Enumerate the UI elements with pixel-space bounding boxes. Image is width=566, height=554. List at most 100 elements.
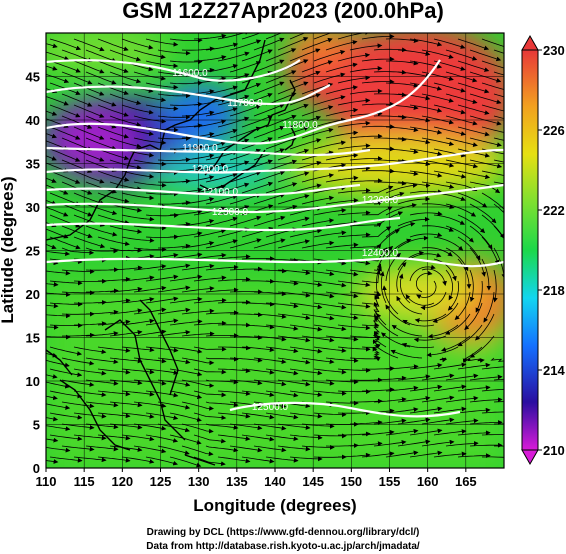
streamline <box>402 319 435 327</box>
streamline <box>181 423 214 434</box>
streamline <box>46 177 57 183</box>
height-contours <box>46 59 504 418</box>
streamline <box>85 71 117 85</box>
streamline <box>97 82 129 96</box>
streamline <box>337 232 371 238</box>
streamline <box>337 280 371 288</box>
streamline <box>313 208 347 216</box>
x-tick-label: 150 <box>340 474 362 489</box>
streamline <box>481 411 504 414</box>
streamline <box>193 228 227 238</box>
streamline <box>46 199 57 206</box>
streamline <box>265 182 298 194</box>
streamline <box>349 88 383 95</box>
streamline <box>386 60 419 66</box>
streamline <box>374 159 407 164</box>
streamline <box>217 368 251 374</box>
streamline <box>145 318 179 326</box>
streamline <box>253 125 285 139</box>
streamline <box>373 418 407 425</box>
streamline <box>493 137 504 141</box>
streamline <box>229 238 262 249</box>
credit-drawing: Drawing by DCL (https://www.gfd-dennou.o… <box>146 527 420 538</box>
streamline <box>73 104 105 118</box>
streamline <box>373 314 399 337</box>
contour-line <box>46 59 301 82</box>
streamline <box>445 269 454 301</box>
streamline <box>169 434 202 445</box>
streamline <box>46 250 70 257</box>
streamline <box>289 346 323 354</box>
contour-line <box>46 183 361 197</box>
streamline <box>97 148 130 161</box>
streamline <box>409 450 443 458</box>
streamline <box>349 356 381 362</box>
streamline <box>193 162 226 172</box>
streamline <box>109 159 142 170</box>
colorbar-tick-label: 222 <box>543 203 565 218</box>
streamline <box>241 434 275 442</box>
streamline <box>457 104 490 115</box>
streamline <box>409 82 443 91</box>
streamline <box>325 313 359 321</box>
colorbar: 230 226 222 218 214 210 <box>521 34 565 466</box>
streamline <box>241 256 275 262</box>
streamline <box>481 38 504 47</box>
streamline <box>46 133 57 139</box>
streamline <box>85 445 119 452</box>
streamline <box>217 434 251 441</box>
streamline <box>379 271 387 304</box>
streamline <box>397 137 431 145</box>
y-tick-label: 10 <box>26 374 40 389</box>
contour-label: 12100.0 <box>202 187 239 198</box>
streamline <box>46 292 71 297</box>
colorbar-tick-label: 230 <box>543 43 565 58</box>
streamline <box>457 453 491 459</box>
streamline <box>427 324 459 339</box>
streamline <box>97 390 131 397</box>
streamline <box>469 269 475 303</box>
streamline <box>409 252 442 260</box>
streamline <box>289 390 323 398</box>
streamline <box>445 396 479 403</box>
streamline <box>433 214 466 225</box>
streamline <box>409 170 443 178</box>
streamline <box>493 269 498 303</box>
streamline <box>193 55 227 62</box>
streamline <box>421 373 455 381</box>
streamline <box>85 247 119 254</box>
streamline <box>253 313 287 319</box>
streamline <box>313 280 347 288</box>
streamline <box>433 362 467 370</box>
streamline <box>337 346 371 352</box>
streamline <box>391 324 423 337</box>
streamline <box>301 218 335 227</box>
streamline <box>217 51 250 62</box>
streamline <box>46 65 58 71</box>
streamline <box>145 346 179 353</box>
streamline <box>181 357 215 366</box>
streamline <box>46 51 70 61</box>
streamline <box>193 298 227 304</box>
streamline <box>469 137 502 147</box>
streamline <box>467 357 485 363</box>
streamline <box>157 307 191 315</box>
streamline <box>277 423 311 430</box>
streamline <box>169 252 203 260</box>
contour-line <box>46 148 504 174</box>
streamline <box>469 225 493 250</box>
streamline <box>121 170 155 179</box>
streamline <box>433 82 466 93</box>
streamline <box>457 214 486 234</box>
streamline <box>337 98 371 106</box>
streamline <box>241 324 275 330</box>
streamline <box>301 313 335 321</box>
streamline <box>217 33 250 40</box>
streamline <box>145 456 178 466</box>
streamline <box>49 236 81 250</box>
streamline <box>205 42 239 51</box>
streamline <box>109 357 143 364</box>
streamline <box>493 423 504 425</box>
streamline <box>385 126 419 133</box>
streamline <box>289 412 323 419</box>
